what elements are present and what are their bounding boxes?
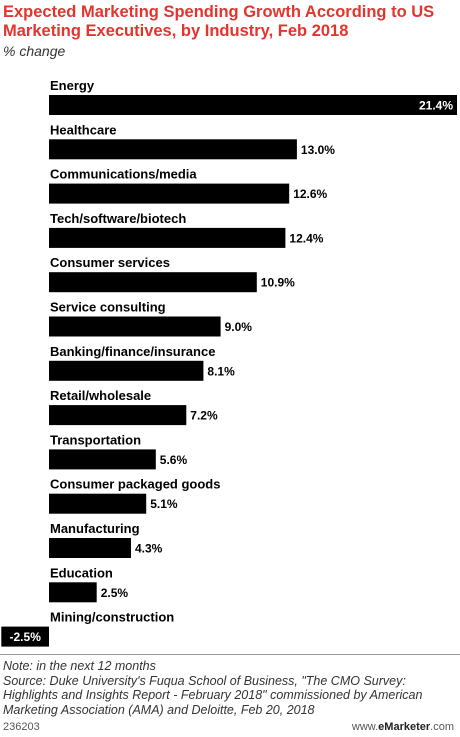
category-label-transportation: Transportation xyxy=(50,432,141,447)
bar-consumer-services xyxy=(49,272,257,293)
chart-id: 236203 xyxy=(3,721,40,733)
value-label-banking-finance-insurance: 8.1% xyxy=(207,364,235,378)
category-label-tech-software-biotech: Tech/software/biotech xyxy=(50,211,186,226)
bar-consumer-packaged-goods xyxy=(49,493,147,514)
value-label-retail-wholesale: 7.2% xyxy=(190,409,218,423)
bar-education xyxy=(49,582,97,603)
category-label-healthcare: Healthcare xyxy=(50,122,116,137)
source-text: Source: Duke University's Fuqua School o… xyxy=(3,673,423,717)
category-label-communications-media: Communications/media xyxy=(50,167,197,182)
brand-suffix: .com xyxy=(430,721,454,733)
bar-tech-software-biotech xyxy=(49,227,286,248)
footer-notes: Note: in the next 12 months Source: Duke… xyxy=(3,659,455,717)
value-label-consumer-packaged-goods: 5.1% xyxy=(150,497,178,511)
category-label-service-consulting: Service consulting xyxy=(50,300,166,315)
value-label-communications-media: 12.6% xyxy=(293,187,327,201)
bar-banking-finance-insurance xyxy=(49,360,204,381)
value-label-manufacturing: 4.3% xyxy=(135,542,163,556)
category-label-consumer-packaged-goods: Consumer packaged goods xyxy=(50,477,220,492)
category-label-education: Education xyxy=(50,565,113,580)
value-label-transportation: 5.6% xyxy=(160,453,188,467)
bar-mining-construction xyxy=(1,626,50,647)
chart-title: Expected Marketing Spending Growth Accor… xyxy=(3,3,435,40)
chart-subtitle: % change xyxy=(3,43,66,59)
category-label-consumer-services: Consumer services xyxy=(50,255,170,270)
value-label-education: 2.5% xyxy=(101,586,129,600)
value-label-service-consulting: 9.0% xyxy=(225,320,253,334)
brand-prefix: www. xyxy=(351,721,379,733)
value-label-tech-software-biotech: 12.4% xyxy=(289,231,323,245)
brand-name: eMarketer xyxy=(378,721,431,733)
note-text: Note: in the next 12 months xyxy=(3,659,156,673)
value-label-consumer-services: 10.9% xyxy=(261,276,295,290)
category-label-manufacturing: Manufacturing xyxy=(50,521,140,536)
footer-divider xyxy=(0,654,460,655)
value-label-energy: 21.4% xyxy=(419,99,453,113)
category-label-retail-wholesale: Retail/wholesale xyxy=(50,388,151,403)
bar-energy xyxy=(49,95,457,115)
value-label-mining-construction: -2.5% xyxy=(10,630,42,644)
bar-retail-wholesale xyxy=(49,405,187,426)
bar-communications-media xyxy=(49,183,290,204)
value-label-healthcare: 13.0% xyxy=(301,143,335,157)
brand-logo[interactable]: www.eMarketer.com xyxy=(352,721,454,733)
category-label-energy: Energy xyxy=(50,78,95,93)
category-label-banking-finance-insurance: Banking/finance/insurance xyxy=(50,344,215,359)
bar-transportation xyxy=(49,449,156,470)
category-label-mining-construction: Mining/construction xyxy=(50,610,174,625)
bar-manufacturing xyxy=(49,538,131,558)
bar-service-consulting xyxy=(49,316,221,337)
bar-healthcare xyxy=(49,139,297,160)
